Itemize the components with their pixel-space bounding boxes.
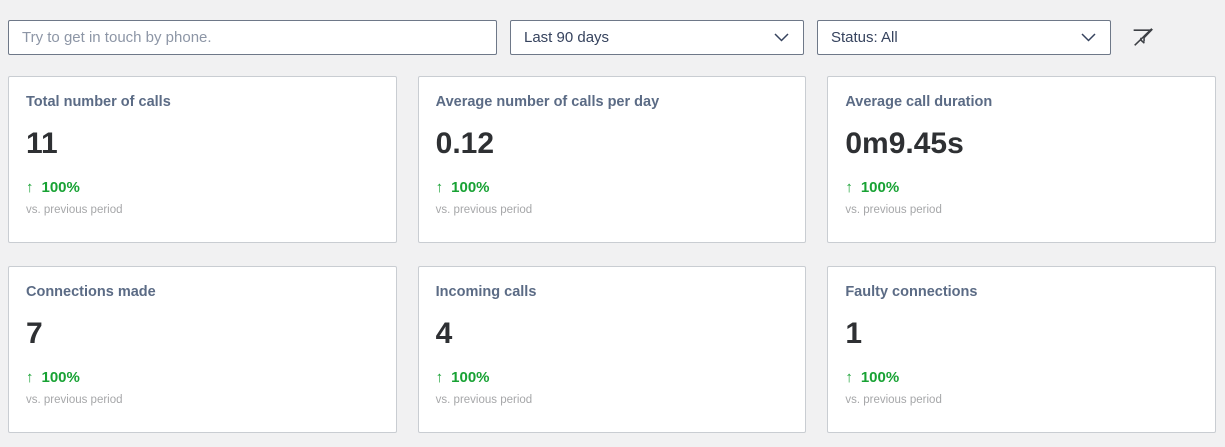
stat-card-avg-call-duration: Average call duration 0m9.45s ↑ 100% vs.… xyxy=(827,76,1216,243)
clear-filter-icon xyxy=(1130,25,1155,50)
stat-card-avg-calls-per-day: Average number of calls per day 0.12 ↑ 1… xyxy=(417,76,807,243)
trend-up-arrow-icon: ↑ xyxy=(435,369,444,386)
change-percent: 100% xyxy=(41,179,80,196)
compare-label: vs. previous period xyxy=(435,204,533,216)
compare-label: vs. previous period xyxy=(435,394,533,406)
change-percent: 100% xyxy=(41,369,80,386)
trend-up-arrow-icon: ↑ xyxy=(26,179,34,196)
stat-card-title: Average call duration xyxy=(845,94,993,110)
clear-filter-button[interactable] xyxy=(1128,23,1157,52)
stat-card-change: ↑ 100% xyxy=(436,179,790,196)
trend-up-arrow-icon: ↑ xyxy=(26,369,34,386)
stat-card-value: 1 xyxy=(845,317,863,350)
chevron-down-icon xyxy=(1081,33,1096,42)
stat-card-change: ↑ 100% xyxy=(26,179,380,196)
change-percent: 100% xyxy=(451,179,490,196)
stat-card-faulty-connections: Faulty connections 1 ↑ 100% vs. previous… xyxy=(827,266,1216,433)
stat-card-title: Faulty connections xyxy=(845,284,978,300)
stat-card-change: ↑ 100% xyxy=(845,179,1199,196)
status-value: Status: All xyxy=(831,29,898,46)
stat-card-value: 0.12 xyxy=(435,127,495,160)
stat-card-title: Connections made xyxy=(26,284,156,300)
date-range-dropdown[interactable]: Last 90 days xyxy=(510,20,804,55)
stat-card-title: Total number of calls xyxy=(26,94,171,110)
stat-card-incoming-calls: Incoming calls 4 ↑ 100% vs. previous per… xyxy=(417,266,807,433)
stat-card-change: ↑ 100% xyxy=(436,369,790,386)
compare-label: vs. previous period xyxy=(845,204,942,216)
compare-label: vs. previous period xyxy=(26,204,123,216)
stat-card-change: ↑ 100% xyxy=(845,369,1199,386)
stat-card-value: 4 xyxy=(435,317,453,350)
search-input[interactable] xyxy=(8,20,497,55)
compare-label: vs. previous period xyxy=(26,394,123,406)
stat-card-title: Average number of calls per day xyxy=(435,94,660,110)
filters-toolbar: Last 90 days Status: All xyxy=(0,0,1225,55)
stats-grid: Total number of calls 11 ↑ 100% vs. prev… xyxy=(8,76,1216,433)
trend-up-arrow-icon: ↑ xyxy=(845,369,853,386)
chevron-down-icon xyxy=(774,33,789,42)
date-range-value: Last 90 days xyxy=(524,29,610,46)
change-percent: 100% xyxy=(860,369,900,386)
change-percent: 100% xyxy=(451,369,490,386)
stat-card-value: 11 xyxy=(26,127,58,160)
stat-card-value: 7 xyxy=(26,317,43,350)
stat-card-total-calls: Total number of calls 11 ↑ 100% vs. prev… xyxy=(8,76,397,243)
stat-card-title: Incoming calls xyxy=(435,284,537,300)
compare-label: vs. previous period xyxy=(845,394,942,406)
stat-card-connections-made: Connections made 7 ↑ 100% vs. previous p… xyxy=(8,266,397,433)
trend-up-arrow-icon: ↑ xyxy=(435,179,444,196)
stat-card-value: 0m9.45s xyxy=(845,127,964,160)
trend-up-arrow-icon: ↑ xyxy=(845,179,853,196)
stat-card-change: ↑ 100% xyxy=(26,369,380,386)
change-percent: 100% xyxy=(860,179,900,196)
status-dropdown[interactable]: Status: All xyxy=(817,20,1111,55)
